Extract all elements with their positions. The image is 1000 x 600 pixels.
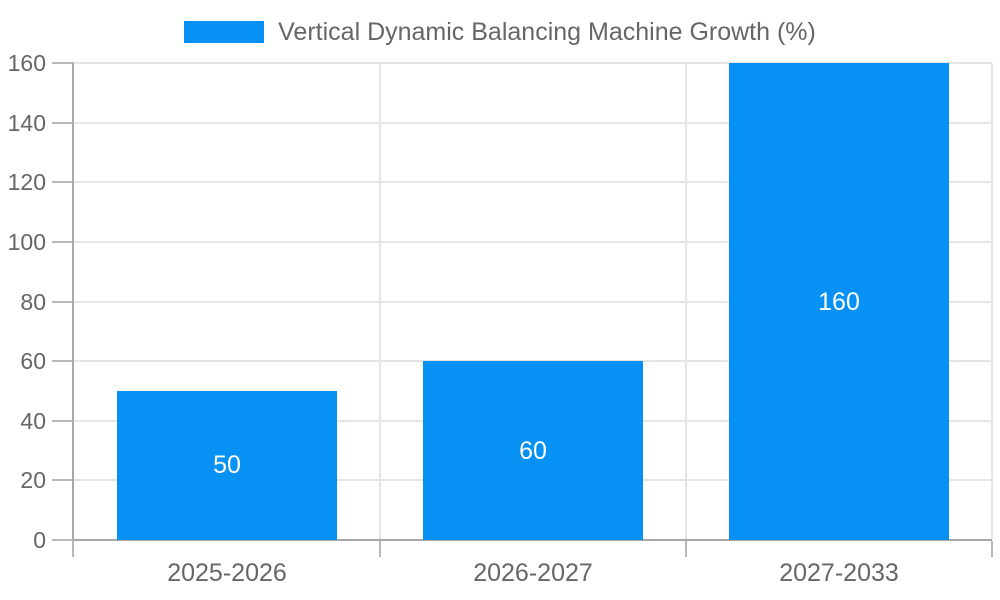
x-axis-tick <box>72 541 74 557</box>
x-gridline <box>379 63 381 540</box>
legend-label: Vertical Dynamic Balancing Machine Growt… <box>278 17 816 46</box>
y-axis-tick <box>52 62 74 64</box>
y-axis-tick-label: 60 <box>20 348 46 375</box>
bar-2027-2033[interactable] <box>729 63 949 540</box>
bar-value-label: 60 <box>519 436 547 465</box>
legend-swatch <box>184 21 265 43</box>
x-axis-line <box>74 539 992 541</box>
y-axis-tick-label: 80 <box>20 288 46 315</box>
y-axis-tick <box>52 121 74 124</box>
y-axis-tick-label: 40 <box>20 407 46 434</box>
y-axis-tick <box>52 479 74 482</box>
y-gridline <box>74 300 992 303</box>
bar-value-label: 50 <box>213 451 241 480</box>
bar-value-label: 160 <box>818 287 860 316</box>
y-axis-tick <box>52 419 74 422</box>
y-gridline <box>74 62 992 64</box>
x-axis-tick <box>379 541 381 557</box>
y-axis-tick-label: 20 <box>20 467 46 494</box>
x-axis-tick <box>685 541 687 557</box>
y-axis-tick-label: 100 <box>7 228 46 255</box>
y-axis-tick-label: 120 <box>7 169 46 196</box>
y-axis-tick <box>52 181 74 184</box>
x-axis-category-label: 2025-2026 <box>167 559 287 587</box>
y-axis-tick-label: 0 <box>33 527 46 553</box>
y-axis-tick-label: 160 <box>7 50 46 76</box>
y-axis-tick <box>52 539 74 541</box>
x-gridline <box>685 63 687 540</box>
y-axis-tick <box>52 300 74 303</box>
y-gridline <box>74 121 992 124</box>
y-axis-tick <box>52 360 74 363</box>
y-axis-tick-label: 140 <box>7 109 46 136</box>
x-axis-category-label: 2027-2033 <box>779 559 899 587</box>
y-gridline <box>74 181 992 184</box>
bar-2025-2026[interactable] <box>117 390 337 540</box>
x-axis-tick <box>991 541 993 557</box>
y-gridline <box>74 240 992 243</box>
bar-2026-2027[interactable] <box>423 361 643 540</box>
y-axis-tick <box>52 240 74 243</box>
x-gridline <box>991 63 993 540</box>
chart-legend[interactable]: Vertical Dynamic Balancing Machine Growt… <box>0 14 1000 50</box>
x-axis-category-label: 2026-2027 <box>473 559 593 587</box>
y-axis-line <box>72 63 74 540</box>
